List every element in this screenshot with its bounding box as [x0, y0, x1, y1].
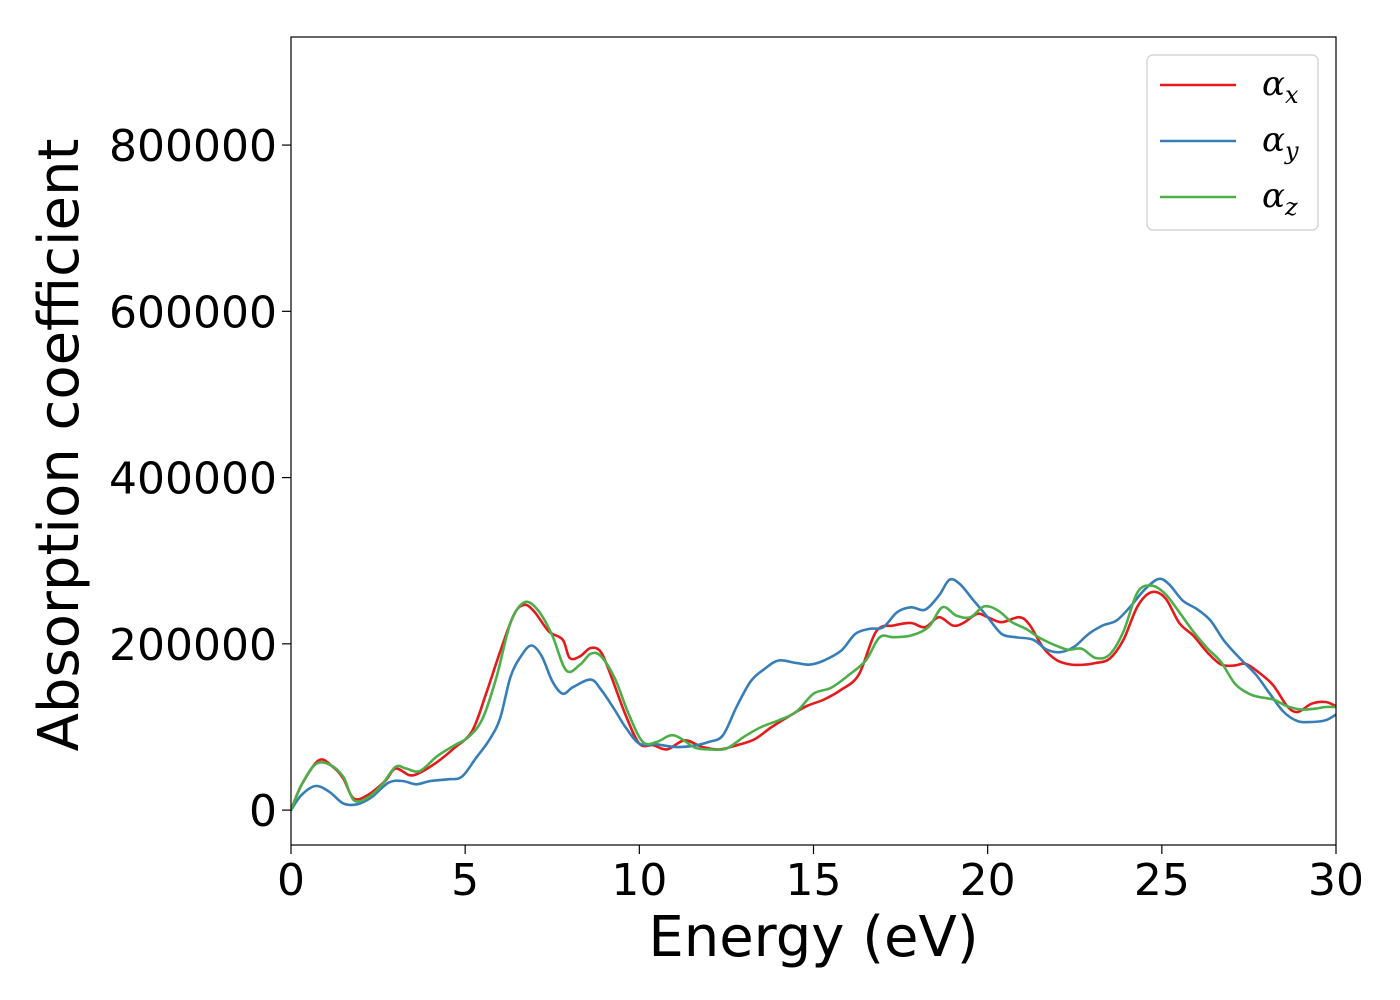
series-line-x	[291, 590, 1336, 812]
y-axis-ticks: 0 200000 400000 600000 800000	[109, 121, 291, 837]
y-tick-label: 200000	[109, 620, 277, 671]
y-tick-label: 400000	[109, 454, 277, 505]
series-lines	[291, 577, 1336, 812]
y-tick-label: 800000	[109, 121, 277, 172]
legend-label-y: αy	[1262, 120, 1299, 165]
y-tick-label: 600000	[109, 287, 277, 338]
series-line-z	[291, 584, 1336, 812]
x-axis-ticks: 0 5 10 15 20 25 30	[277, 845, 1364, 906]
x-tick-label: 5	[451, 855, 479, 906]
x-tick-label: 30	[1308, 855, 1364, 906]
y-tick-label: 0	[249, 786, 277, 837]
x-tick-label: 0	[277, 855, 305, 906]
x-tick-label: 10	[611, 855, 667, 906]
series-line-y	[291, 577, 1336, 812]
x-tick-label: 20	[960, 855, 1016, 906]
legend-box	[1146, 54, 1319, 231]
x-tick-label: 25	[1134, 855, 1190, 906]
legend-label-x: αx	[1262, 64, 1299, 109]
x-tick-label: 15	[786, 855, 842, 906]
y-axis-label: Absorption coefficient	[27, 139, 92, 752]
x-axis-label: Energy (eV)	[648, 905, 978, 970]
